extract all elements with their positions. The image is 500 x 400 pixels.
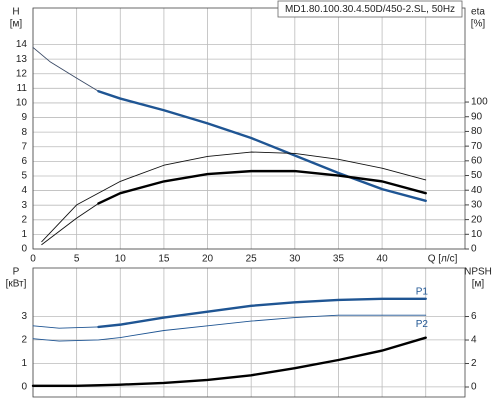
y2-tick-label: 90 <box>471 111 483 122</box>
y-tick-label: 1 <box>21 358 27 369</box>
y2-tick-label: 40 <box>471 185 483 196</box>
y-tick-label: 9 <box>21 112 27 123</box>
y-axis-label: [м] <box>10 19 23 30</box>
x-tick-label: 10 <box>115 254 127 265</box>
y-tick-label: 7 <box>21 141 27 152</box>
y2-axis-label: [%] <box>471 19 486 30</box>
title-box <box>277 0 463 18</box>
series-label: P2 <box>416 319 429 330</box>
y-tick-label: 10 <box>16 98 28 109</box>
x-tick-label: 0 <box>30 254 36 265</box>
x-tick-label: Q [л/с] <box>428 254 458 265</box>
y2-axis-label: NPSH <box>464 267 492 278</box>
y2-tick-label: 60 <box>471 155 483 166</box>
y2-tick-label: 50 <box>471 170 483 181</box>
y2-tick-label: 20 <box>471 214 483 225</box>
x-tick-label: 5 <box>74 254 80 265</box>
y-tick-label: 12 <box>16 68 28 79</box>
curve <box>97 90 427 203</box>
y-tick-label: 0 <box>21 244 27 255</box>
y2-tick-label: 0 <box>471 244 477 255</box>
y-tick-label: 14 <box>16 39 28 50</box>
y-tick-label: 6 <box>21 156 27 167</box>
y-axis-label: [кВт] <box>6 279 27 290</box>
y2-axis-label: [м] <box>472 279 485 290</box>
curve <box>97 297 427 329</box>
y-tick-label: 5 <box>21 171 27 182</box>
plot-frame <box>32 7 466 250</box>
x-tick-label: 25 <box>246 254 258 265</box>
y2-tick-label: 70 <box>471 141 483 152</box>
x-tick-label: 30 <box>289 254 301 265</box>
curve <box>32 325 99 329</box>
y-tick-label: 0 <box>21 382 27 393</box>
y2-axis-label: eta <box>471 7 485 18</box>
curve <box>31 336 427 388</box>
y-tick-label: 13 <box>16 54 28 65</box>
series-label: P1 <box>416 286 429 297</box>
y-tick-label: 2 <box>21 335 27 346</box>
plot-frame <box>32 267 466 398</box>
y2-tick-label: 2 <box>471 358 477 369</box>
y2-tick-label: 4 <box>471 335 477 346</box>
y-tick-label: 3 <box>21 311 27 322</box>
x-tick-label: 40 <box>377 254 389 265</box>
y-tick-label: 11 <box>17 83 28 94</box>
y2-tick-label: 0 <box>471 382 477 393</box>
y-tick-label: 4 <box>21 185 27 196</box>
y2-tick-label: 30 <box>471 200 483 211</box>
x-tick-label: 20 <box>202 254 214 265</box>
y-tick-label: 2 <box>21 214 27 225</box>
y-tick-label: 1 <box>21 229 27 240</box>
x-tick-label: 35 <box>333 254 345 265</box>
y2-tick-label: 100 <box>471 97 488 108</box>
y2-tick-label: 6 <box>471 311 477 322</box>
x-tick-label: 15 <box>158 254 170 265</box>
y2-tick-label: 80 <box>471 126 483 137</box>
y2-tick-label: 10 <box>471 229 483 240</box>
curve <box>41 202 99 246</box>
curve <box>32 46 99 92</box>
y-axis-label: H <box>12 7 19 18</box>
y-axis-label: P <box>13 267 20 278</box>
y-tick-label: 3 <box>21 200 27 211</box>
curve <box>97 169 427 205</box>
curve <box>32 314 427 342</box>
curve <box>41 151 427 243</box>
y-tick-label: 8 <box>21 127 27 138</box>
chart-title: MD1.80.100.30.4.50D/450-2.SL, 50Hz <box>285 4 455 15</box>
